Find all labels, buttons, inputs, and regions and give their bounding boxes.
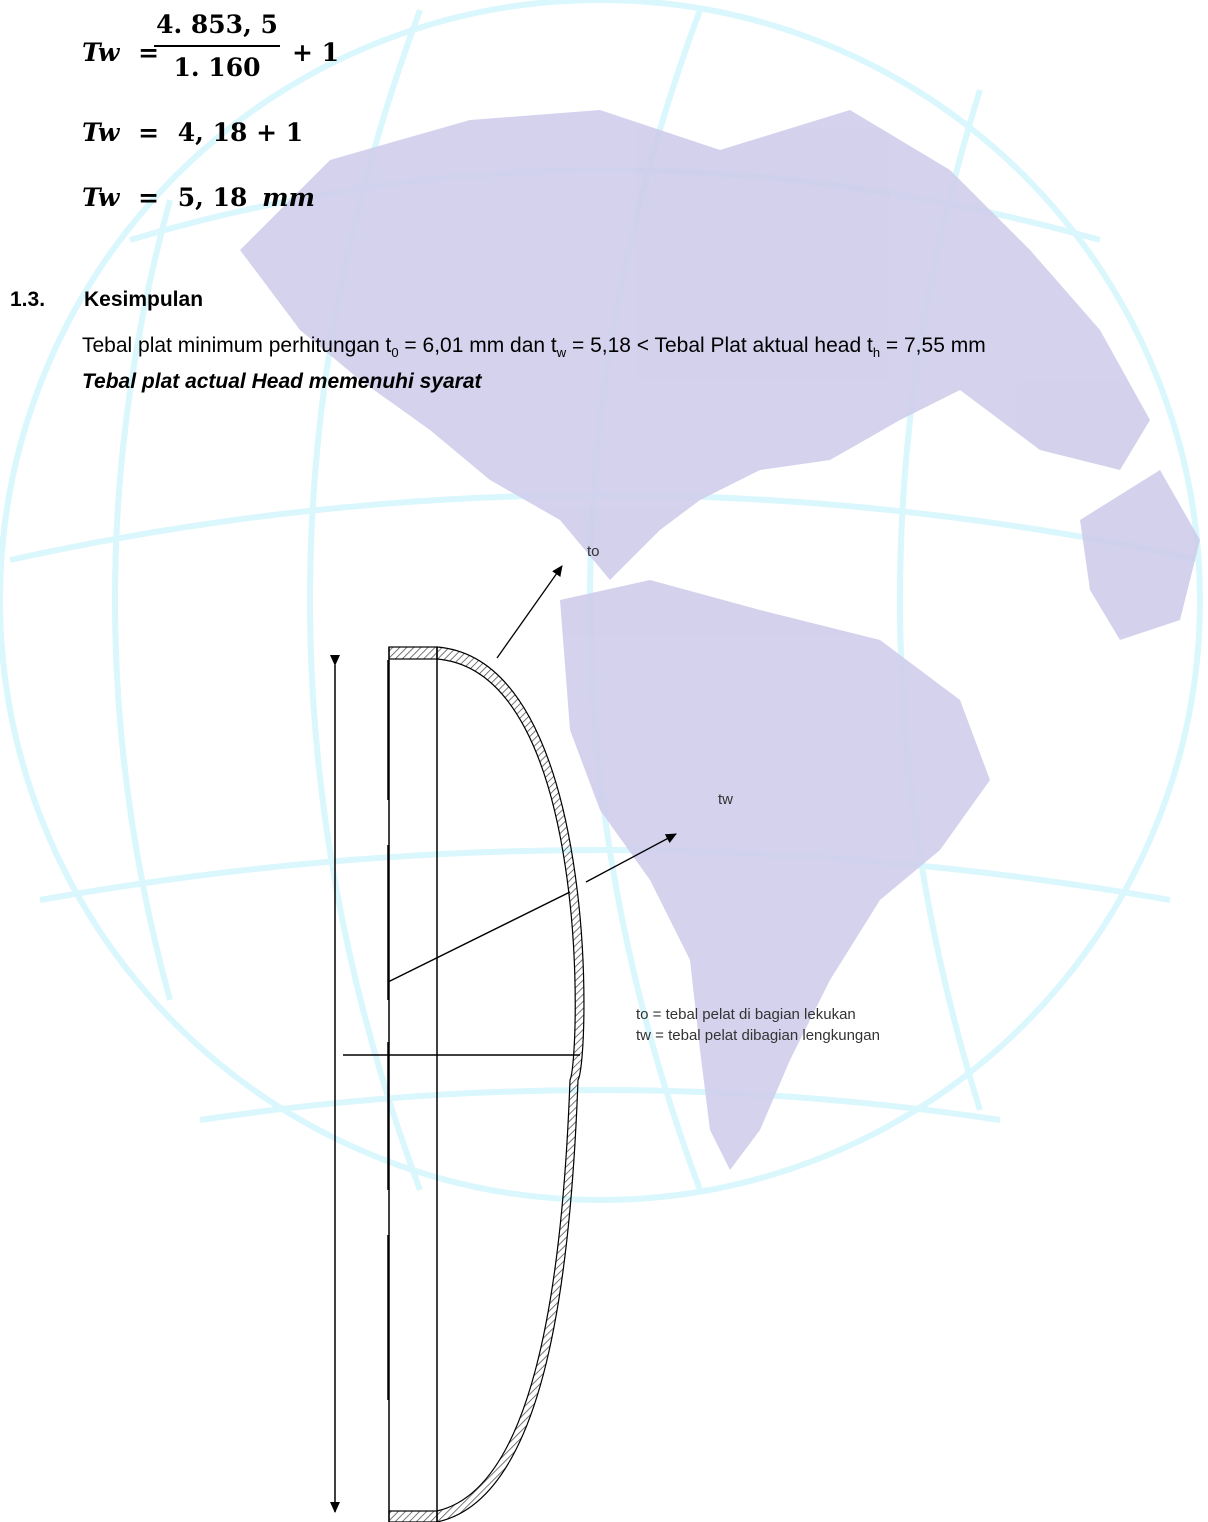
paragraph-text: = 6,01 mm dan t bbox=[398, 334, 557, 357]
fraction-bar bbox=[154, 45, 280, 47]
equation-rhs: 4, 18 + 1 bbox=[177, 118, 304, 147]
equation-lhs: Tw bbox=[82, 118, 120, 147]
subscript-h: h bbox=[872, 345, 881, 361]
head-curved-wall bbox=[436, 646, 585, 1522]
flange-bottom bbox=[388, 1510, 438, 1522]
fraction-numerator: 4. 853, 5 bbox=[156, 10, 278, 39]
equation-equals: = bbox=[138, 183, 160, 212]
label-to: to bbox=[587, 543, 600, 560]
equation-line-3: Tw = 5, 18 mm bbox=[82, 183, 315, 212]
conclusion-statement: Tebal plat actual Head memenuhi syarat bbox=[82, 370, 482, 393]
paragraph-text: = 5,18 < Tebal Plat aktual head t bbox=[566, 334, 873, 357]
paragraph-text: = 7,55 mm bbox=[880, 334, 986, 357]
conclusion-paragraph: Tebal plat minimum perhitungan t0 = 6,01… bbox=[82, 334, 986, 360]
equation-lhs: Tw bbox=[82, 183, 120, 212]
tw-leader-arrow bbox=[585, 833, 677, 883]
section-heading: 1.3. Kesimpulan bbox=[10, 288, 203, 312]
radius-line bbox=[387, 891, 571, 983]
legend-tw: tw = tebal pelat dibagian lengkungan bbox=[636, 1027, 880, 1044]
to-leader-arrow bbox=[496, 565, 563, 659]
fraction-denominator: 1. 160 bbox=[173, 53, 261, 82]
legend-to: to = tebal pelat di bagian lekukan bbox=[636, 1006, 856, 1023]
equation-plus-one: + 1 bbox=[292, 38, 340, 67]
subscript-0: 0 bbox=[391, 345, 399, 361]
equation-line-2: Tw = 4, 18 + 1 bbox=[82, 118, 303, 147]
equation-lhs: Tw bbox=[82, 38, 120, 67]
subscript-w: w bbox=[556, 345, 567, 361]
section-number: 1.3. bbox=[10, 288, 46, 311]
equation-result: 5, 18 bbox=[177, 183, 248, 212]
equation-unit: mm bbox=[262, 183, 315, 212]
equation-equals: = bbox=[138, 118, 160, 147]
equation-fraction: 4. 853, 5 1. 160 bbox=[154, 10, 280, 82]
flange-top bbox=[388, 646, 438, 660]
section-title: Kesimpulan bbox=[84, 288, 204, 311]
equation-line-1: Tw = bbox=[82, 38, 159, 67]
equation-equals: = bbox=[138, 38, 160, 67]
label-tw: tw bbox=[718, 791, 733, 808]
paragraph-text: Tebal plat minimum perhitungan t bbox=[82, 334, 392, 357]
